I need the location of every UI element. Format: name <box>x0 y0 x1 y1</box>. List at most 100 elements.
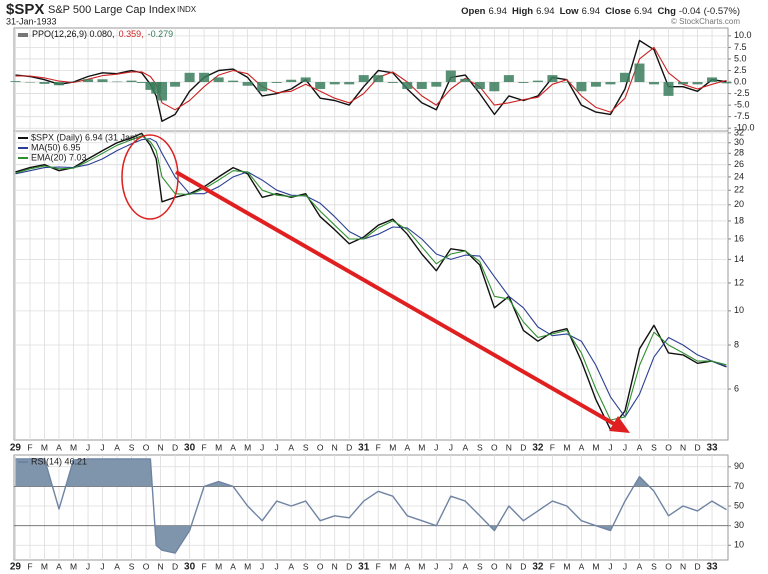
series-line <box>15 458 727 554</box>
histogram-bar <box>460 78 471 83</box>
y-tick-label: 30 <box>734 520 744 530</box>
x-tick-label: O <box>143 442 150 452</box>
x-tick-label: O <box>143 561 150 571</box>
x-tick-label: J <box>100 561 104 571</box>
histogram-bar <box>547 75 558 83</box>
index-name: S&P 500 Large Cap Index <box>48 4 176 16</box>
histogram-bar <box>271 82 282 83</box>
x-tick-label: N <box>158 561 164 571</box>
quote-label: Close <box>605 6 631 17</box>
x-tick-label: O <box>491 561 498 571</box>
y-tick-label: 6 <box>734 383 739 393</box>
histogram-bar <box>315 82 326 89</box>
histogram-bar <box>707 77 718 83</box>
x-tick-label: D <box>694 561 700 571</box>
x-tick-label: A <box>288 561 294 571</box>
y-tick-label: 70 <box>734 481 744 491</box>
x-tick-label: A <box>579 442 585 452</box>
symbol: $SPX <box>6 1 44 18</box>
x-tick-label: M <box>41 561 48 571</box>
y-tick-label: 22 <box>734 185 744 195</box>
x-tick-label: F <box>376 561 381 571</box>
y-tick-label: 8 <box>734 339 739 349</box>
x-tick-label: O <box>491 442 498 452</box>
x-tick-label: M <box>418 442 425 452</box>
x-tick-label: J <box>86 442 90 452</box>
x-tick-label: N <box>680 561 686 571</box>
y-tick-label: 12 <box>734 277 744 287</box>
x-tick-label: S <box>129 561 135 571</box>
histogram-bar <box>721 82 732 84</box>
histogram-bar <box>445 70 456 83</box>
histogram-bar <box>576 82 587 92</box>
x-tick-label: 32 <box>532 562 544 573</box>
legend-entry: $SPX (Daily) 6.94 (31 Jan) <box>31 132 138 142</box>
histogram-bar <box>68 81 79 83</box>
histogram-bar <box>53 82 64 86</box>
y-tick-label: 32 <box>734 127 744 137</box>
x-tick-label: D <box>694 442 700 452</box>
y-tick-label: 16 <box>734 233 744 243</box>
y-tick-label: -10.0 <box>734 123 755 133</box>
x-tick-label: M <box>592 561 599 571</box>
y-tick-label: -7.5 <box>734 111 750 121</box>
histogram-bar <box>387 82 398 83</box>
arrow-head <box>609 416 630 433</box>
legend-entry: EMA(20) 7.03 <box>31 152 87 162</box>
x-tick-label: A <box>114 442 120 452</box>
x-tick-label: 29 <box>10 443 22 454</box>
date: 31-Jan-1933 <box>6 16 57 26</box>
x-tick-label: S <box>303 561 309 571</box>
histogram-bar <box>634 63 645 83</box>
histogram-bar <box>561 82 572 83</box>
quote-value: 6.94 <box>536 6 555 17</box>
x-tick-label: 33 <box>706 562 718 573</box>
histogram-bar <box>663 82 674 96</box>
histogram-bar <box>39 82 50 84</box>
y-tick-label: 18 <box>734 215 744 225</box>
x-tick-label: 31 <box>358 443 370 454</box>
x-tick-label: O <box>665 561 672 571</box>
x-tick-label: J <box>100 442 104 452</box>
x-tick-label: N <box>680 442 686 452</box>
x-tick-label: M <box>563 561 570 571</box>
y-tick-label: 90 <box>734 461 744 471</box>
x-tick-label: J <box>434 561 438 571</box>
histogram-bar <box>145 82 156 90</box>
y-tick-label: 10 <box>734 305 744 315</box>
quote-value: -0.04 <box>679 6 701 17</box>
histogram-bar <box>678 82 689 85</box>
x-tick-label: A <box>462 442 468 452</box>
x-tick-label: J <box>260 442 264 452</box>
histogram-bar <box>184 72 195 83</box>
legend-entry: -0.279 <box>148 29 174 39</box>
x-tick-label: S <box>651 442 657 452</box>
x-tick-label: A <box>637 442 643 452</box>
x-tick-label: N <box>506 442 512 452</box>
x-tick-label: J <box>260 561 264 571</box>
credit: © StockCharts.com <box>671 17 740 26</box>
histogram-bar <box>373 75 384 83</box>
quote-value: 6.94 <box>488 6 507 17</box>
x-tick-label: 30 <box>184 562 196 573</box>
x-tick-label: A <box>230 561 236 571</box>
x-tick-label: J <box>275 442 279 452</box>
x-tick-label: O <box>317 442 324 452</box>
x-tick-label: A <box>56 442 62 452</box>
x-tick-label: A <box>114 561 120 571</box>
y-tick-label: -5.0 <box>734 100 750 110</box>
histogram-bar <box>10 81 21 83</box>
y-tick-label: 7.5 <box>734 42 747 52</box>
histogram-bar <box>605 82 616 85</box>
histogram-bar <box>213 77 224 83</box>
y-tick-label: 5.0 <box>734 53 747 63</box>
x-tick-label: F <box>202 561 207 571</box>
series-line <box>15 132 727 431</box>
histogram-bar <box>83 79 94 83</box>
histogram-bar <box>518 82 529 83</box>
x-tick-label: S <box>477 561 483 571</box>
x-tick-label: N <box>506 561 512 571</box>
y-tick-label: 28 <box>734 148 744 158</box>
marks: 2929FFMMAAMMJJJJAASSOONNDD3030FFMMAAMMJJ… <box>10 28 755 573</box>
quote-label: Low <box>560 6 580 17</box>
